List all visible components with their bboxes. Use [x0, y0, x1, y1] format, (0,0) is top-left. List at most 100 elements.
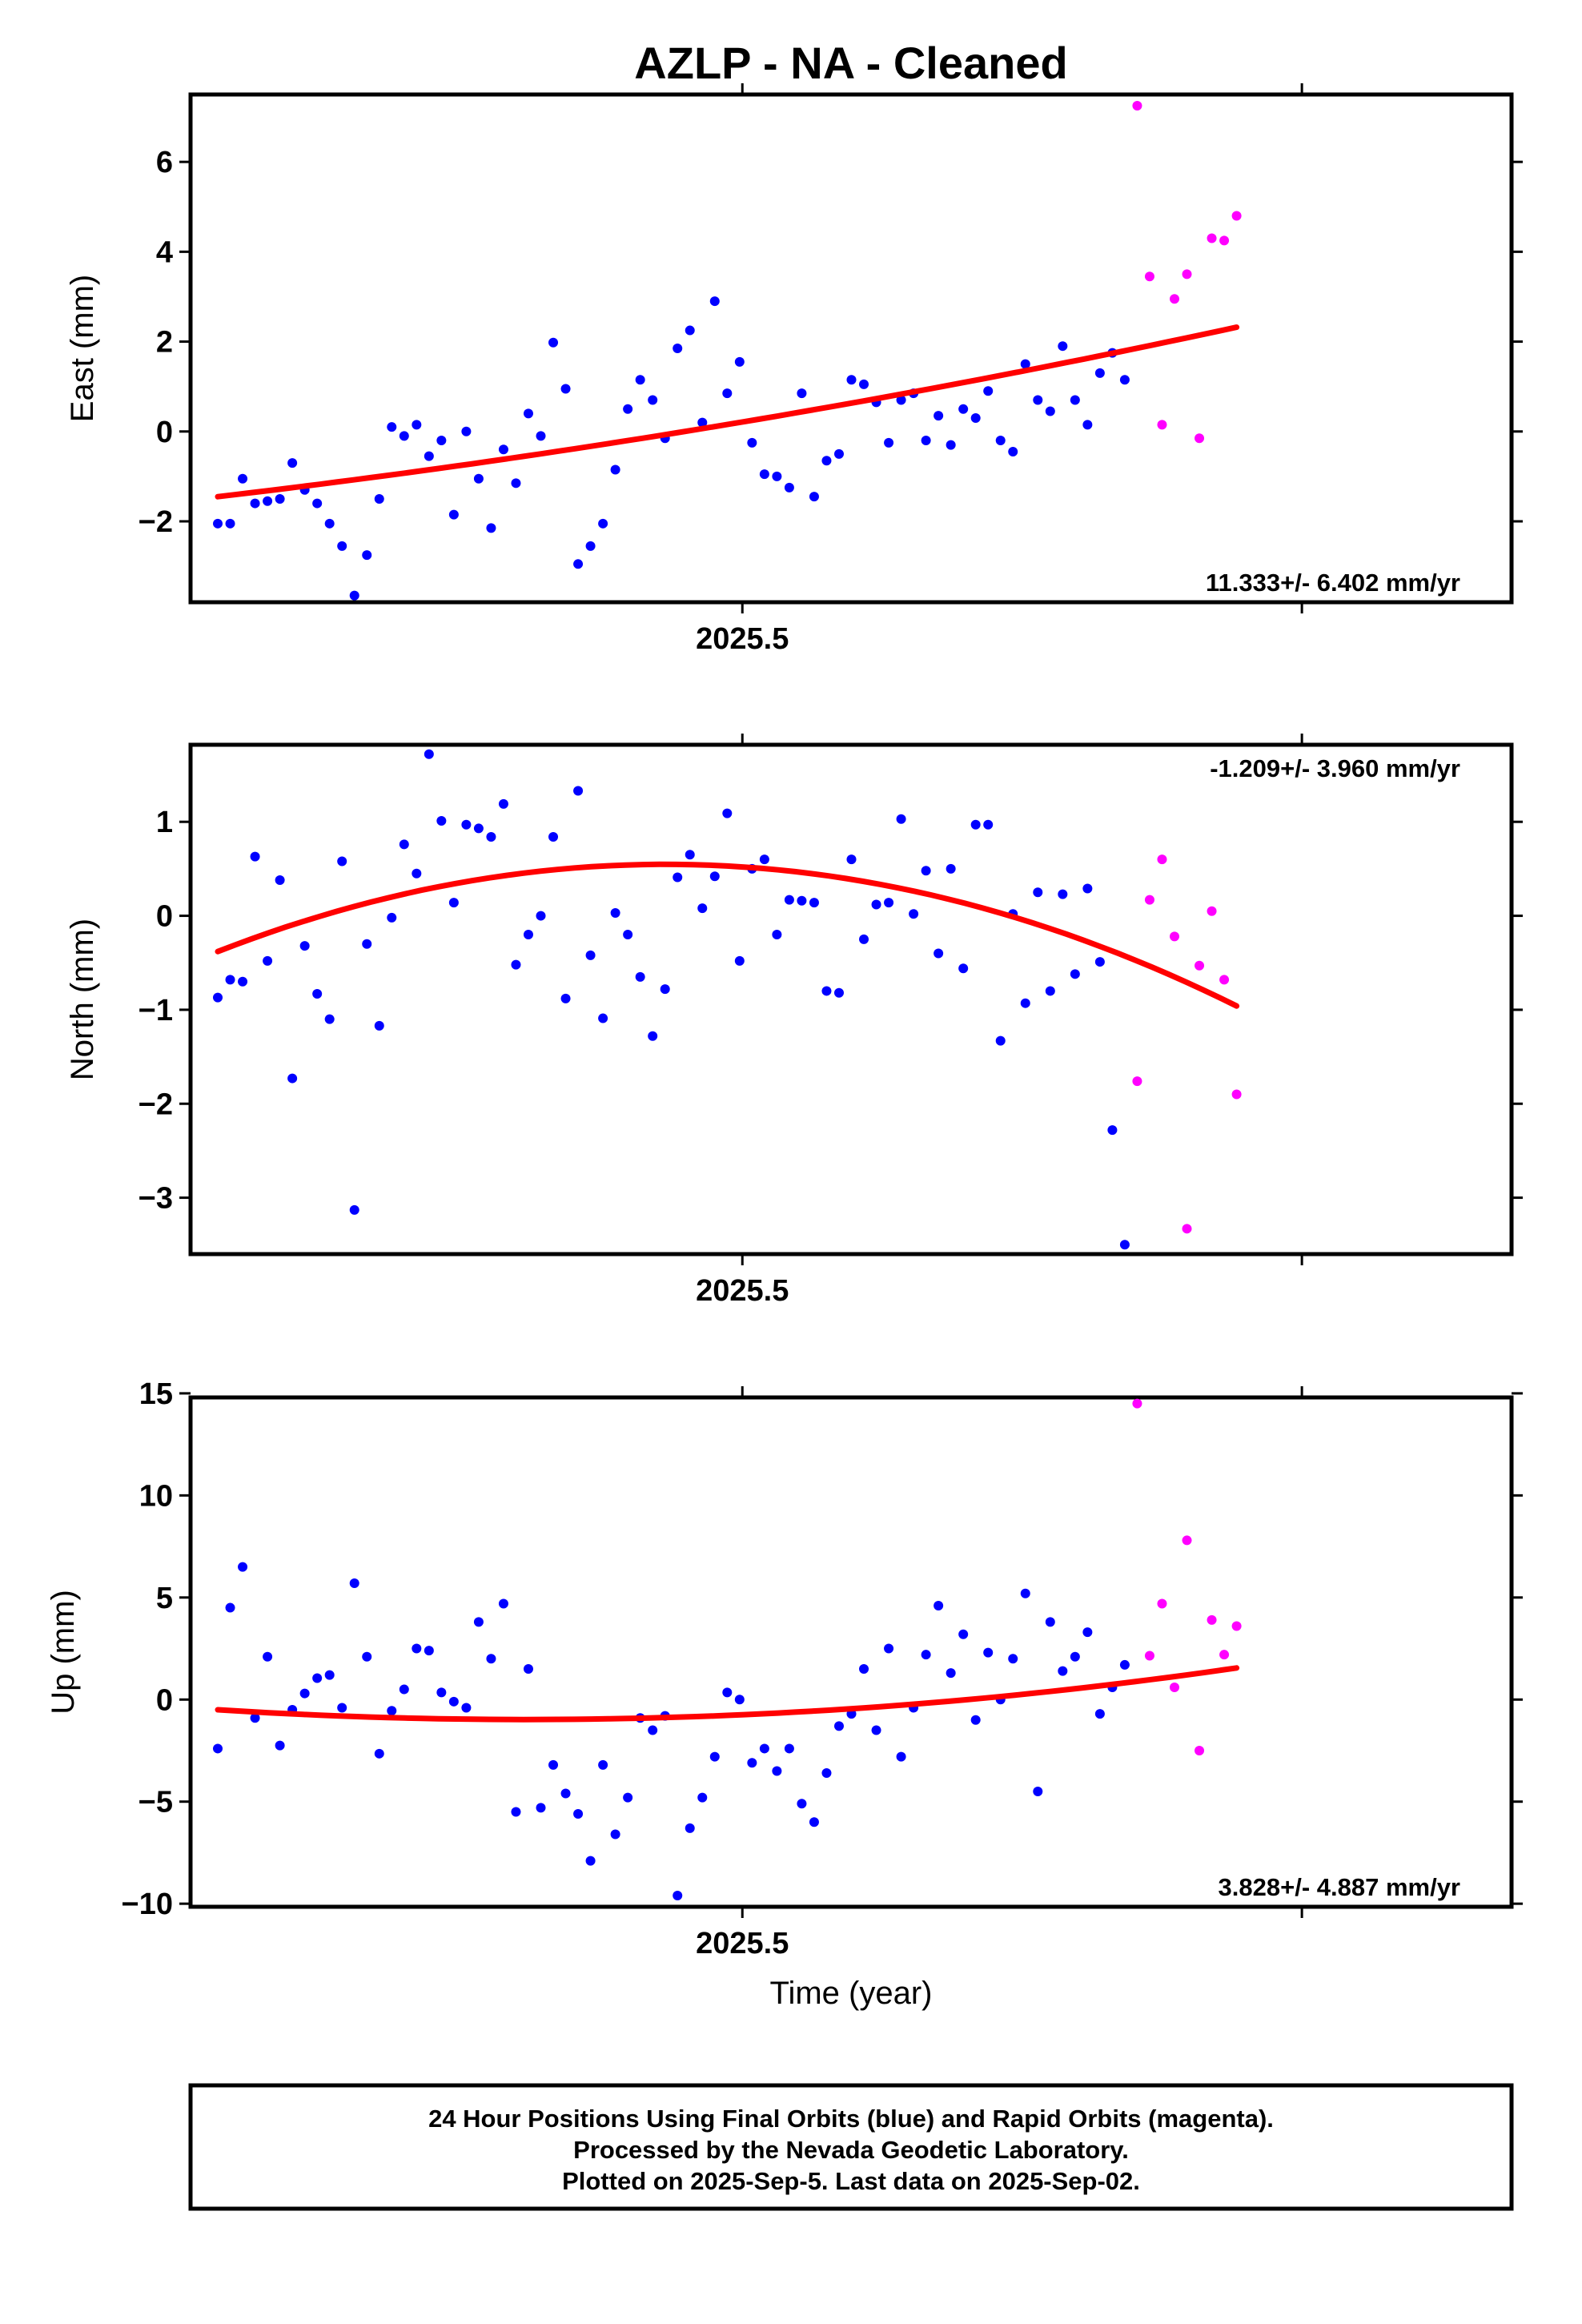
- east-final-point: [946, 440, 956, 450]
- up-final-point: [797, 1799, 807, 1809]
- north-final-point: [946, 863, 956, 874]
- east-final-point: [585, 541, 596, 551]
- east-final-point: [1058, 341, 1068, 352]
- up-final-point: [623, 1792, 633, 1803]
- up-final-point: [921, 1650, 931, 1660]
- north-final-point: [685, 850, 695, 860]
- east-final-point: [623, 404, 633, 414]
- east-final-point: [1045, 406, 1055, 416]
- up-final-point: [946, 1668, 956, 1679]
- east-final-point: [958, 404, 969, 414]
- east-final-point: [896, 395, 906, 405]
- up-final-point: [685, 1823, 695, 1833]
- north-final-point: [287, 1073, 298, 1084]
- up-final-point: [424, 1646, 434, 1656]
- east-final-point: [498, 444, 508, 455]
- up-final-point: [934, 1601, 944, 1611]
- east-final-point: [362, 550, 372, 561]
- north-final-point: [884, 898, 894, 908]
- north-final-point: [697, 903, 708, 914]
- east-final-point: [461, 426, 472, 436]
- up-final-point: [548, 1759, 559, 1770]
- north-final-point: [412, 868, 422, 879]
- up-final-point: [1082, 1627, 1093, 1638]
- east-final-point: [759, 469, 769, 480]
- east-final-point: [337, 541, 347, 551]
- north-final-point: [673, 872, 683, 883]
- up-final-point: [859, 1664, 869, 1675]
- up-final-point: [1020, 1588, 1030, 1598]
- north-final-point: [833, 987, 844, 998]
- east-rapid-point: [1132, 101, 1142, 111]
- east-final-point: [983, 386, 994, 396]
- east-y-tick-label: 4: [156, 235, 173, 269]
- north-final-point: [1082, 883, 1093, 894]
- up-final-point: [896, 1751, 906, 1762]
- east-rapid-point: [1219, 235, 1230, 246]
- up-final-point: [374, 1748, 384, 1759]
- north-plot-frame: [188, 742, 1514, 1256]
- east-final-point: [970, 412, 981, 423]
- north-rapid-point: [1207, 906, 1217, 916]
- x-axis-label: Time (year): [770, 1976, 933, 2011]
- up-y-tick-label: −5: [139, 1786, 173, 1819]
- east-final-point: [349, 590, 359, 601]
- up-final-point: [362, 1651, 372, 1662]
- east-x-tick-label: 2025.5: [696, 622, 789, 656]
- east-final-point: [312, 498, 323, 509]
- east-final-point: [374, 493, 384, 504]
- footer-line-3: Plotted on 2025-Sep-5. Last data on 2025…: [562, 2167, 1140, 2195]
- up-final-point: [412, 1643, 422, 1654]
- up-final-point: [213, 1743, 223, 1754]
- east-final-point: [734, 356, 745, 367]
- north-final-point: [362, 939, 372, 949]
- north-final-point: [436, 816, 447, 826]
- east-final-point: [1082, 420, 1093, 430]
- north-final-point: [1058, 889, 1068, 899]
- up-y-tick-label: 10: [139, 1479, 173, 1513]
- up-final-point: [225, 1602, 235, 1613]
- up-final-point: [784, 1743, 794, 1754]
- north-final-point: [772, 930, 782, 940]
- north-rate-label: -1.209+/- 3.960 mm/yr: [1210, 754, 1460, 782]
- east-y-tick-label: 0: [156, 416, 173, 449]
- east-final-point: [213, 518, 223, 529]
- east-final-point: [697, 417, 708, 428]
- north-final-point: [486, 831, 496, 842]
- up-y-tick-label: 5: [156, 1582, 173, 1615]
- north-x-tick-label: 2025.5: [696, 1274, 789, 1308]
- east-final-point: [536, 431, 546, 441]
- east-final-point: [412, 420, 422, 430]
- up-final-point: [598, 1759, 608, 1770]
- north-final-point: [1119, 1240, 1130, 1250]
- north-final-point: [610, 908, 620, 919]
- east-final-point: [1020, 359, 1030, 369]
- east-panel: −2 0 2 4 6 2025.5 East (mm) 11.333+/- 6.402 mm/…: [65, 83, 1523, 656]
- up-fit-line: [215, 1665, 1240, 1723]
- east-final-point: [560, 384, 571, 394]
- up-final-point: [312, 1673, 323, 1683]
- north-final-point: [784, 895, 794, 905]
- north-final-point: [909, 909, 919, 919]
- east-final-point: [610, 464, 620, 475]
- up-rapid-point: [1195, 1745, 1205, 1755]
- north-y-tick-label: 0: [156, 900, 173, 934]
- up-final-point: [299, 1688, 310, 1699]
- north-y-tick-label: −3: [139, 1182, 173, 1216]
- north-final-point: [635, 971, 645, 982]
- east-final-point: [1070, 395, 1080, 405]
- up-y-axis-label: Up (mm): [46, 1590, 81, 1715]
- east-final-point: [772, 471, 782, 481]
- east-rapid-point: [1195, 433, 1205, 444]
- east-final-point: [784, 482, 794, 493]
- up-final-point: [585, 1856, 596, 1866]
- up-final-point: [573, 1809, 584, 1819]
- up-final-point: [983, 1647, 994, 1658]
- up-final-point: [809, 1817, 819, 1827]
- north-rapid-point: [1144, 895, 1154, 905]
- north-rapid-point: [1157, 854, 1167, 865]
- east-final-point: [263, 496, 273, 506]
- east-final-point: [448, 509, 459, 520]
- up-plot-frame: [188, 1395, 1514, 1909]
- east-final-point: [747, 437, 757, 448]
